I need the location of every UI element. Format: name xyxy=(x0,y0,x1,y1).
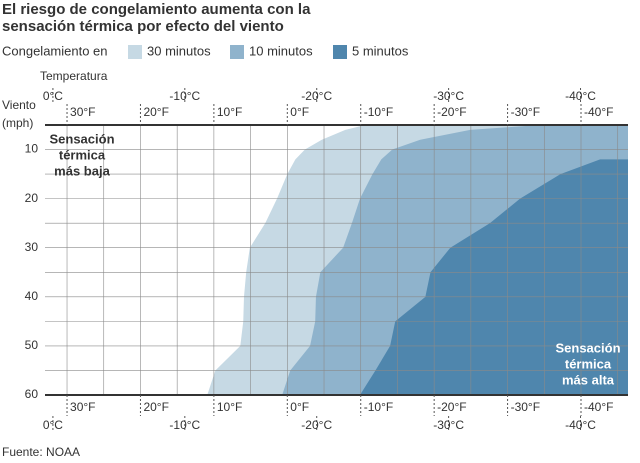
x-tick-label: 30°F xyxy=(70,400,95,414)
x2-tick-label: -40°C xyxy=(565,418,596,432)
x-axis-label: Temperatura xyxy=(40,69,108,83)
y-axis-label: Viento xyxy=(2,98,36,112)
x-tick-label: -20°F xyxy=(437,400,466,414)
annotation: más baja xyxy=(54,163,110,178)
chart-title: El riesgo de congelamiento aumenta con l… xyxy=(2,1,311,18)
annotation: térmica xyxy=(565,356,612,371)
y-tick-label: 10 xyxy=(25,142,39,156)
y-tick-label: 30 xyxy=(25,240,39,254)
x-tick-label: -30°F xyxy=(511,400,540,414)
y-tick-label: 60 xyxy=(25,387,39,401)
annotation: más alta xyxy=(562,372,615,387)
x2-tick-label: -30°C xyxy=(433,418,464,432)
y-tick-label: 20 xyxy=(25,191,39,205)
x-tick-label: -30°F xyxy=(511,105,540,119)
x-tick-label: 0°F xyxy=(290,400,309,414)
x2-tick-label: -40°C xyxy=(565,89,596,103)
x2-tick-label: -10°C xyxy=(169,418,200,432)
y-tick-label: 50 xyxy=(25,338,39,352)
annotation: Sensación xyxy=(49,131,114,146)
x-tick-label: 10°F xyxy=(217,105,242,119)
x2-tick-label: -20°C xyxy=(301,89,332,103)
x-tick-label: 30°F xyxy=(70,105,95,119)
x-tick-label: 20°F xyxy=(143,400,168,414)
legend-label: 30 minutos xyxy=(147,43,211,58)
frostbite-area xyxy=(359,159,628,395)
x2-tick-label: 0°C xyxy=(43,418,63,432)
legend-swatch xyxy=(333,45,347,59)
x-tick-label: -20°F xyxy=(437,105,466,119)
x-tick-label: 20°F xyxy=(143,105,168,119)
x-tick-label: -10°F xyxy=(364,400,393,414)
x-tick-label: -40°F xyxy=(584,105,613,119)
x-tick-label: -10°F xyxy=(364,105,393,119)
x-tick-label: -40°F xyxy=(584,400,613,414)
chart-title: sensación térmica por efecto del viento xyxy=(2,18,284,35)
legend-label: 5 minutos xyxy=(352,43,409,58)
legend-swatch xyxy=(128,45,142,59)
x2-tick-label: -20°C xyxy=(301,418,332,432)
source: Fuente: NOAA xyxy=(2,445,80,459)
x2-tick-label: 0°C xyxy=(43,89,63,103)
annotation: térmica xyxy=(59,147,106,162)
x-tick-label: 0°F xyxy=(290,105,309,119)
annotation: Sensación xyxy=(555,340,620,355)
x-tick-label: 10°F xyxy=(217,400,242,414)
legend-label: 10 minutos xyxy=(249,43,313,58)
legend-swatch xyxy=(230,45,244,59)
x2-tick-label: -10°C xyxy=(169,89,200,103)
legend-title: Congelamiento en xyxy=(2,43,108,58)
y-tick-label: 40 xyxy=(25,289,39,303)
y-axis-label: (mph) xyxy=(2,116,33,130)
x2-tick-label: -30°C xyxy=(433,89,464,103)
